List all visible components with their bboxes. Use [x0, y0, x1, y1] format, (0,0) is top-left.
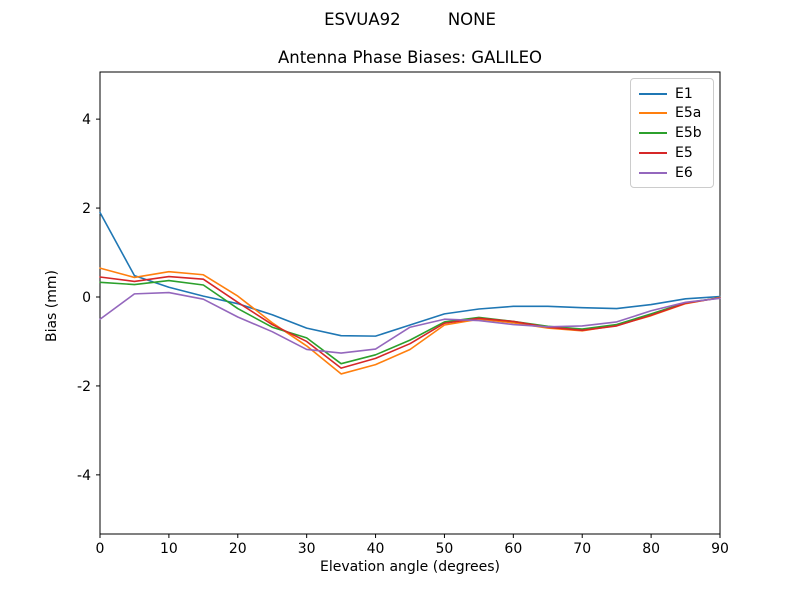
x-tick-label: 30 — [298, 541, 316, 557]
legend-item-e5: E5 — [639, 143, 713, 162]
legend-line-swatch-e6 — [639, 171, 667, 174]
legend-label-e5a: E5a — [675, 105, 702, 122]
legend-item-e1: E1 — [639, 84, 713, 103]
x-axis-label: Elevation angle (degrees) — [319, 559, 501, 575]
y-tick-label: -2 — [77, 379, 91, 395]
y-tick-label: 0 — [82, 290, 91, 306]
legend-label-e5b: E5b — [675, 125, 702, 141]
legend-line-swatch-e5 — [639, 151, 667, 154]
legend-label-e6: E6 — [675, 164, 693, 181]
x-tick-label: 80 — [642, 541, 660, 557]
x-tick-label: 70 — [573, 541, 591, 557]
y-tick-label: 4 — [82, 112, 91, 128]
chart-title: Antenna Phase Biases: GALILEO — [277, 48, 543, 67]
x-tick-label: 60 — [504, 541, 522, 557]
x-tick-label: 0 — [96, 541, 105, 557]
legend-label-e1: E1 — [675, 85, 693, 102]
x-tick-label: 20 — [229, 541, 247, 557]
legend-label-e5: E5 — [675, 144, 693, 161]
legend-item-e5a: E5a — [639, 104, 713, 123]
y-tick-label: -4 — [77, 468, 91, 484]
legend: E1 E5a E5b E5 E6 — [630, 78, 714, 188]
series-line-e1 — [99, 211, 721, 337]
figure-suptitle: ESVUA92 NONE — [324, 10, 496, 29]
x-axis-ticks: 0 10 20 30 40 50 60 70 80 90 — [96, 534, 729, 557]
series-line-e5 — [99, 275, 721, 369]
x-tick-label: 10 — [160, 541, 178, 557]
legend-item-e5b: E5b — [639, 124, 713, 143]
series-line-e5b — [99, 279, 721, 365]
series-line-e6 — [99, 291, 721, 354]
axes-spines — [99, 71, 721, 535]
y-axis-label: Bias (mm) — [44, 269, 60, 343]
y-tick-label: 2 — [82, 201, 91, 217]
legend-item-e6: E6 — [639, 163, 713, 182]
x-tick-label: 40 — [367, 541, 385, 557]
legend-line-swatch-e5a — [639, 112, 667, 115]
legend-line-swatch-e1 — [639, 92, 667, 95]
y-axis-ticks: -4 -2 0 2 4 — [77, 112, 100, 484]
x-tick-label: 90 — [711, 541, 729, 557]
legend-line-swatch-e5b — [639, 132, 667, 134]
x-tick-label: 50 — [436, 541, 454, 557]
